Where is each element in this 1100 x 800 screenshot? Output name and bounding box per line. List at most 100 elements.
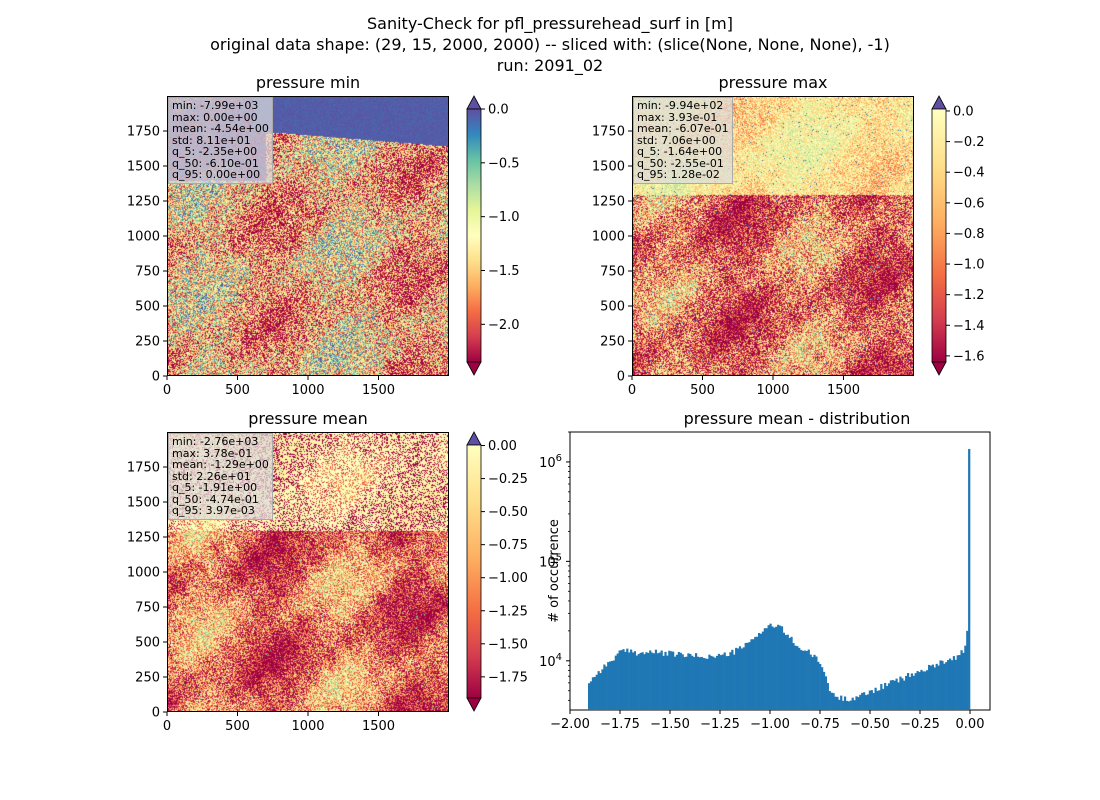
histogram-bar <box>853 700 856 710</box>
x-tick-label: 0 <box>628 383 636 398</box>
x-tick-label: 1500 <box>827 383 860 398</box>
histogram-bar <box>968 448 971 710</box>
histogram-bar <box>677 652 680 710</box>
histogram-bar <box>933 667 936 710</box>
histogram-bar <box>801 650 805 710</box>
colorbar-tick-label: −0.2 <box>953 135 985 150</box>
y-tick-label: 500 <box>600 300 625 315</box>
colorbar-extend-min <box>931 361 947 376</box>
x-tick-label: 0.00 <box>956 717 985 732</box>
histogram-bar <box>756 636 759 710</box>
histogram-bar <box>639 652 642 710</box>
histogram-bar <box>626 648 629 710</box>
histogram-bar <box>714 657 717 710</box>
histogram-bar <box>589 681 593 710</box>
histogram-bar <box>920 669 923 710</box>
histogram-bar <box>882 688 885 710</box>
y-tick-label: 1750 <box>127 461 160 476</box>
histogram-bar <box>752 639 755 710</box>
y-tick-label: 250 <box>135 335 160 350</box>
y-tick-label: 1500 <box>127 496 160 511</box>
histogram-bar <box>910 673 913 710</box>
histogram-bar <box>912 675 915 710</box>
y-tick-label: 1250 <box>127 531 160 546</box>
histogram-bar <box>822 671 826 710</box>
histogram-bar <box>719 655 722 710</box>
histogram-bar <box>796 646 799 710</box>
histogram-bar <box>767 625 770 710</box>
histogram-bar <box>821 667 824 710</box>
histogram-bar <box>922 671 925 710</box>
histogram-bar <box>958 655 961 710</box>
histogram-bar <box>685 656 688 710</box>
colorbar-tick-label: −0.6 <box>953 196 985 211</box>
y-tick-label: 500 <box>135 636 160 651</box>
histogram-bar <box>809 654 812 710</box>
y-tick-label: 250 <box>600 335 625 350</box>
histogram-bar <box>847 701 850 710</box>
histogram-y-axis-label: # of occurrence <box>547 519 562 623</box>
histogram-bar <box>736 648 740 710</box>
colorbar-tick-label: 0.0 <box>488 103 509 118</box>
histogram-bar <box>828 691 831 710</box>
histogram-bar <box>905 675 908 710</box>
histogram-bar <box>908 676 912 710</box>
histogram-bar <box>794 645 797 710</box>
histogram-bar <box>834 696 837 710</box>
histogram-bar <box>605 666 608 710</box>
x-tick-label: −2.00 <box>550 717 590 732</box>
histogram-bar <box>897 682 900 710</box>
y-tick-label: 1500 <box>127 160 160 175</box>
pressure-max-stats-box: min: -9.94e+02 max: 3.93e-01 mean: -6.07… <box>633 97 733 184</box>
histogram-bar <box>861 692 864 710</box>
histogram-bar <box>647 652 650 710</box>
histogram-bar <box>784 635 787 710</box>
histogram-bar <box>960 650 963 710</box>
x-tick-label: −1.00 <box>750 717 790 732</box>
x-tick-label: 500 <box>225 383 250 398</box>
x-tick-label: 500 <box>225 719 250 734</box>
stat-line: q_95: 0.00e+00 <box>172 168 261 181</box>
histogram-bar <box>727 656 730 710</box>
histogram-bar <box>924 671 927 710</box>
x-tick-label: 1000 <box>291 383 324 398</box>
histogram-bar <box>927 664 931 710</box>
histogram-bar <box>836 696 839 710</box>
histogram-bar <box>800 649 803 710</box>
stat-line: max: 3.78e-01 <box>172 446 253 460</box>
histogram-bar <box>901 678 904 710</box>
histogram-bar <box>866 694 870 710</box>
stat-line: q_95: 1.28e-02 <box>637 168 720 181</box>
histogram-bar <box>771 626 774 710</box>
x-tick-label: −1.75 <box>600 717 640 732</box>
histogram-bar <box>664 651 667 710</box>
stat-line: std: 7.06e+00 <box>637 133 716 147</box>
histogram-bar <box>832 693 835 710</box>
histogram-title: pressure mean - distribution <box>683 409 911 428</box>
colorbar-tick-label: −2.0 <box>488 318 520 333</box>
y-tick-label: 750 <box>600 265 625 280</box>
colorbar-tick-label: −1.25 <box>488 604 528 619</box>
histogram-bar <box>631 652 635 710</box>
histogram-bar <box>735 647 738 710</box>
histogram-bar <box>926 670 929 710</box>
histogram-bar <box>601 669 604 710</box>
histogram-bar <box>759 633 763 710</box>
histogram-chart: −2.00 −1.75 −1.50 −1.25 −1.00 −0.75 −0.50 −0.25… <box>539 431 991 732</box>
histogram-bar <box>857 697 860 710</box>
histogram-bar <box>670 651 673 710</box>
colorbar-tick-label: −1.4 <box>953 319 985 334</box>
histogram-bar <box>876 690 879 710</box>
y-tick-label: 105 <box>539 552 562 570</box>
histogram-bar <box>691 655 694 710</box>
histogram-bar <box>914 673 917 710</box>
x-tick-label: −0.75 <box>800 717 840 732</box>
histogram-bar <box>723 652 726 710</box>
histogram-bar <box>872 693 875 710</box>
histogram-bar <box>742 647 745 710</box>
histogram-bar <box>851 697 854 710</box>
histogram-bar <box>868 690 871 710</box>
histogram-bar <box>916 671 919 710</box>
histogram-bar <box>884 682 887 710</box>
